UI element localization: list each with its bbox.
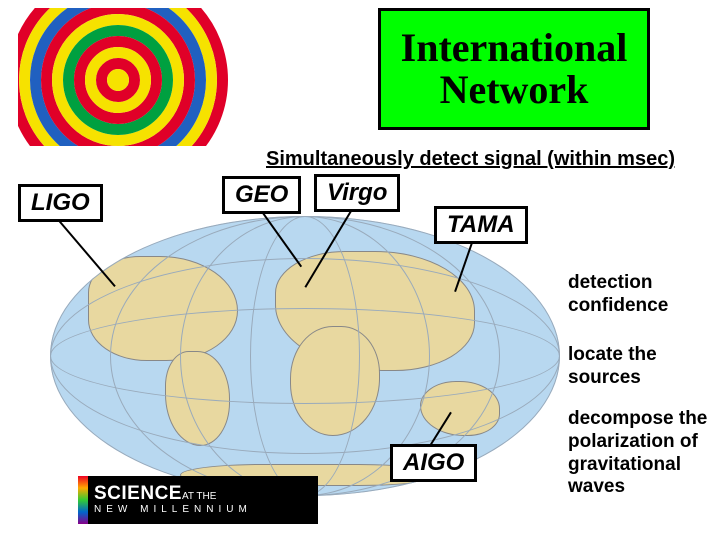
concentric-circles-graphic	[18, 8, 246, 146]
benefit-text: decompose the polarization of gravitatio…	[568, 408, 718, 499]
logo-line1-suffix: AT THE	[182, 491, 216, 502]
subtitle: Simultaneously detect signal (within mse…	[266, 148, 675, 171]
detector-label-virgo: Virgo	[314, 174, 400, 212]
title-text: International Network	[385, 27, 643, 111]
detector-label-geo: GEO	[222, 176, 301, 214]
logo-line2: NEW MILLENNIUM	[94, 503, 312, 517]
benefit-text: detection confidence	[568, 272, 718, 318]
benefit-text: locate the sources	[568, 344, 718, 390]
detector-label-tama: TAMA	[434, 206, 528, 244]
concentric-ring	[107, 69, 129, 91]
map-grid	[50, 308, 560, 404]
world-map	[50, 216, 560, 496]
logo-line1-prefix: SCIENCE	[94, 483, 182, 504]
title-box: International Network	[378, 8, 650, 130]
detector-label-ligo: LIGO	[18, 184, 103, 222]
science-millennium-logo: SCIENCEAT THE NEW MILLENNIUM	[88, 476, 318, 524]
detector-label-aigo: AIGO	[390, 444, 477, 482]
logo-accent	[78, 476, 88, 524]
